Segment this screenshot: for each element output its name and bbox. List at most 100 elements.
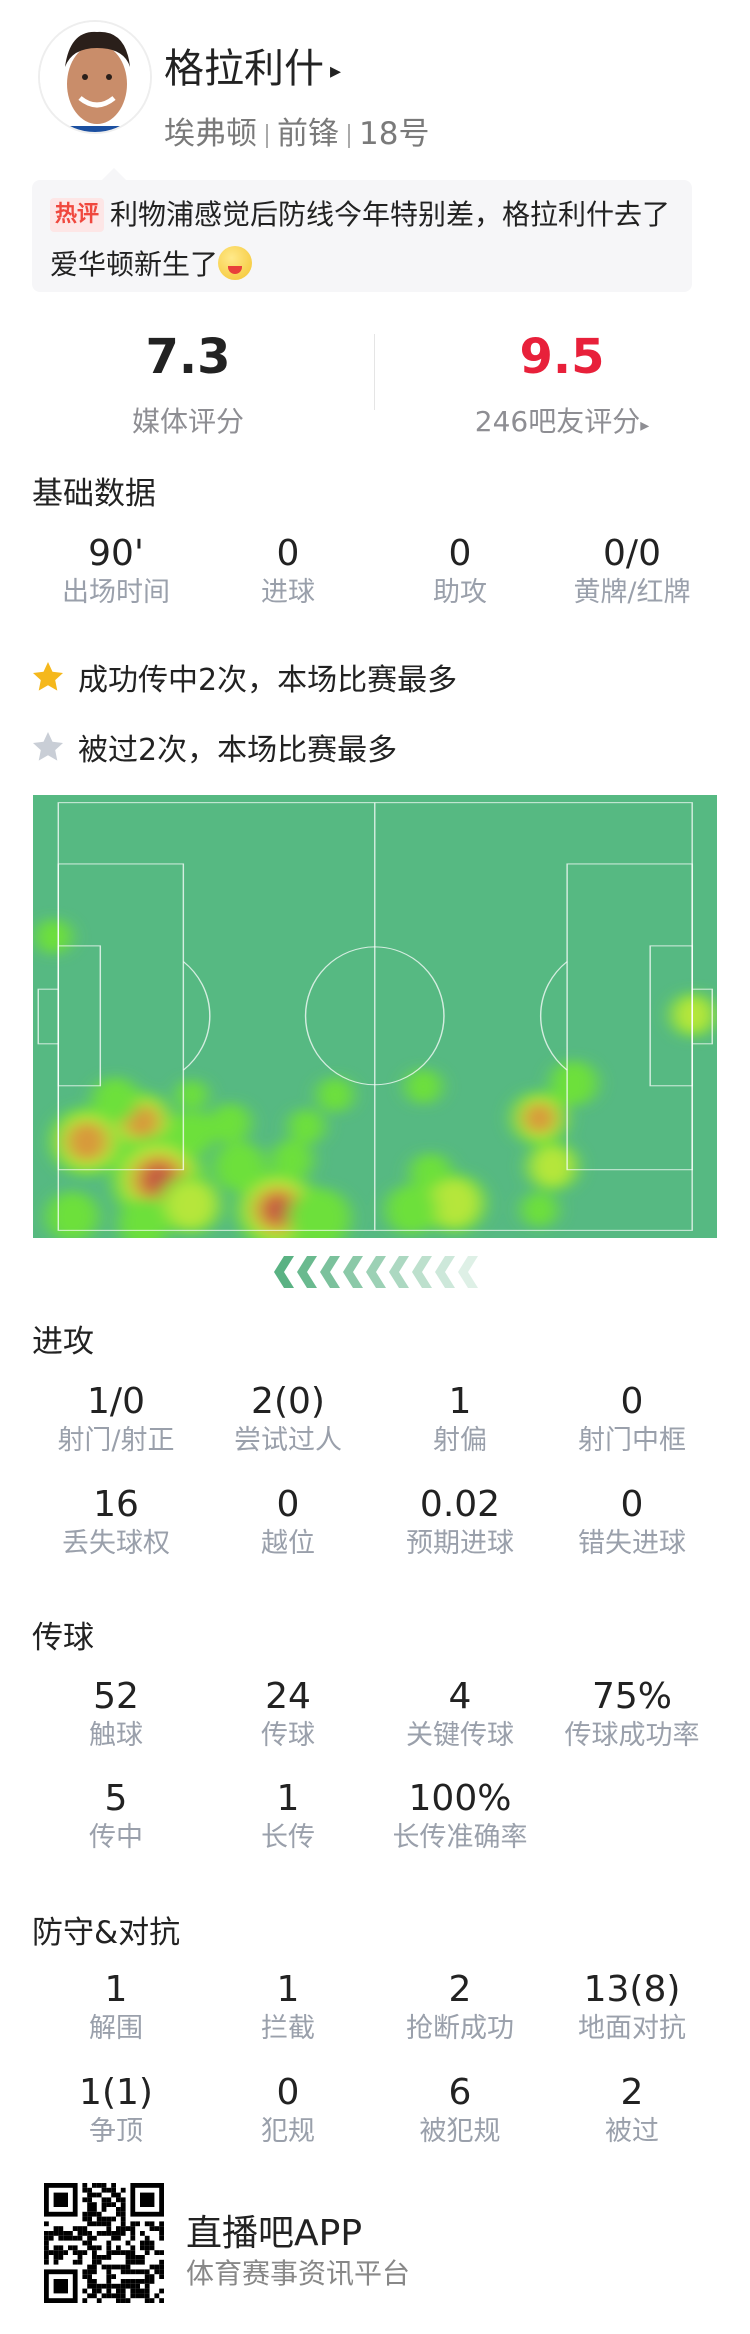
qr-code-icon[interactable] (44, 2183, 164, 2303)
stat-value: 1 (104, 1969, 128, 2010)
heat-spot (429, 1179, 480, 1227)
stat-item: 4 关键传球 (374, 1675, 546, 1753)
stat-item: 1 射偏 (374, 1380, 546, 1458)
attack-stats-row: 1/0 射门/射正 2(0) 尝试过人 1 射偏 0 射门中框 (30, 1380, 720, 1458)
team-name: 埃弗顿 (164, 116, 257, 152)
player-name: 格拉利什 (164, 46, 324, 92)
stat-label: 犯规 (261, 2116, 315, 2147)
hot-comment-text: 利物浦感觉后防线今年特别差，格拉利什去了爱华顿新生了 (50, 198, 671, 281)
separator (266, 123, 268, 148)
heat-spot (165, 1181, 216, 1229)
stat-item: 2 被过 (546, 2071, 718, 2149)
stat-label: 被过 (605, 2116, 659, 2147)
passing-stats-row: 52 触球 24 传球 4 关键传球 75% 传球成功率 (30, 1675, 720, 1753)
defense-stats-row: 1(1) 争顶 0 犯规 6 被犯规 2 被过 (30, 2071, 720, 2149)
chevron-left-icon (389, 1256, 409, 1288)
heat-spot (263, 1196, 293, 1224)
media-rating-value: 7.3 (145, 329, 231, 385)
stat-label: 关键传球 (406, 1720, 514, 1751)
player-avatar[interactable] (38, 20, 152, 134)
app-name: 直播吧APP (186, 2213, 363, 2254)
chevron-left-icon (297, 1256, 317, 1288)
stat-label: 错失进球 (578, 1528, 686, 1559)
stat-item: 90' 出场时间 (30, 532, 202, 610)
star-gold-icon (33, 662, 63, 691)
heat-spot (523, 1102, 556, 1134)
stat-label: 拦截 (261, 2013, 315, 2044)
separator (348, 123, 350, 148)
heat-spot (66, 1121, 108, 1161)
highlight-item: 成功传中2次，本场比赛最多 (30, 655, 457, 699)
heat-spot (288, 1108, 325, 1144)
basic-stats-row: 90' 出场时间 0 进球 0 助攻 0/0 黄牌/红牌 (30, 532, 720, 610)
heat-spots (35, 919, 717, 1250)
stat-value: 13(8) (583, 1969, 681, 2010)
stat-value: 52 (93, 1676, 139, 1717)
stat-item: 6 被犯规 (374, 2071, 546, 2149)
chevron-left-icon (343, 1256, 363, 1288)
stat-value: 2(0) (251, 1381, 325, 1422)
heat-spot (405, 1068, 442, 1104)
caret-right-icon: ▸ (640, 415, 650, 436)
stat-item: 5 传中 (30, 1777, 202, 1855)
heat-spot (117, 1198, 171, 1248)
stat-label: 传球 (261, 1720, 315, 1751)
heat-spot (35, 919, 72, 955)
heat-spot (91, 1077, 140, 1123)
stat-label: 传球成功率 (564, 1720, 700, 1751)
heat-spot (550, 1060, 598, 1106)
stat-value: 4 (448, 1676, 472, 1717)
heat-spot (46, 1191, 99, 1242)
stat-label: 尝试过人 (234, 1425, 342, 1456)
stat-item: 1(1) 争顶 (30, 2071, 202, 2149)
divider (374, 334, 375, 410)
heat-spot (168, 1110, 216, 1156)
shirt-number: 18号 (359, 116, 430, 152)
fan-rating[interactable]: 9.5 246吧友评分▸ (374, 328, 750, 440)
stat-value: 0 (620, 1484, 644, 1525)
stat-value: 0 (620, 1381, 644, 1422)
stat-value: 75% (591, 1676, 672, 1717)
stat-value: 0 (276, 2072, 300, 2113)
stat-value: 1 (448, 1381, 472, 1422)
stat-value: 100% (408, 1778, 512, 1819)
heat-spot (674, 997, 712, 1033)
player-name-link[interactable]: 格拉利什 ▸ (164, 36, 341, 94)
stat-label: 越位 (261, 1528, 315, 1559)
stat-value: 16 (93, 1484, 139, 1525)
stat-value: 0 (276, 1484, 300, 1525)
highlight-item: 被过2次，本场比赛最多 (30, 725, 397, 769)
watermelon-emoji-icon (218, 246, 253, 280)
fan-rating-label-wrap: 246吧友评分▸ (374, 400, 750, 440)
stat-value: 0/0 (603, 533, 661, 574)
stat-item: 52 触球 (30, 1675, 202, 1753)
stat-item: 16 丢失球权 (30, 1483, 202, 1561)
stat-item: 100% 长传准确率 (374, 1777, 546, 1855)
stat-item: 2(0) 尝试过人 (202, 1380, 374, 1458)
stat-item: 75% 传球成功率 (546, 1675, 718, 1753)
fan-rating-label: 246吧友评分 (474, 405, 641, 438)
hot-comment[interactable]: 热评 利物浦感觉后防线今年特别差，格拉利什去了爱华顿新生了 (32, 168, 692, 292)
stat-item: 0 助攻 (374, 532, 546, 610)
stat-label: 预期进球 (406, 1528, 514, 1559)
heat-spot (316, 1077, 354, 1113)
app-slogan: 体育赛事资讯平台 (186, 2257, 411, 2290)
stat-label: 地面对抗 (578, 2013, 686, 2044)
stat-item: 24 传球 (202, 1675, 374, 1753)
stat-item: 0 错失进球 (546, 1483, 718, 1561)
stat-item: 13(8) 地面对抗 (546, 1968, 718, 2046)
passing-stats-row: 5 传中 1 长传 100% 长传准确率 (30, 1777, 720, 1855)
stat-label: 传中 (89, 1822, 143, 1853)
passing-section-title: 传球 (32, 1620, 94, 1656)
stat-value: 6 (448, 2072, 472, 2113)
stat-label: 助攻 (433, 577, 487, 608)
stat-value: 0.02 (419, 1484, 501, 1525)
heatmap (35, 802, 717, 1250)
stat-value: 0 (448, 533, 472, 574)
stat-label: 黄牌/红牌 (573, 577, 691, 608)
stat-label: 射门中框 (578, 1425, 686, 1456)
highlight-text: 成功传中2次，本场比赛最多 (78, 663, 458, 698)
stat-label: 射门/射正 (57, 1425, 175, 1456)
stat-item: 1 解围 (30, 1968, 202, 2046)
chevron-left-icon (366, 1256, 386, 1288)
